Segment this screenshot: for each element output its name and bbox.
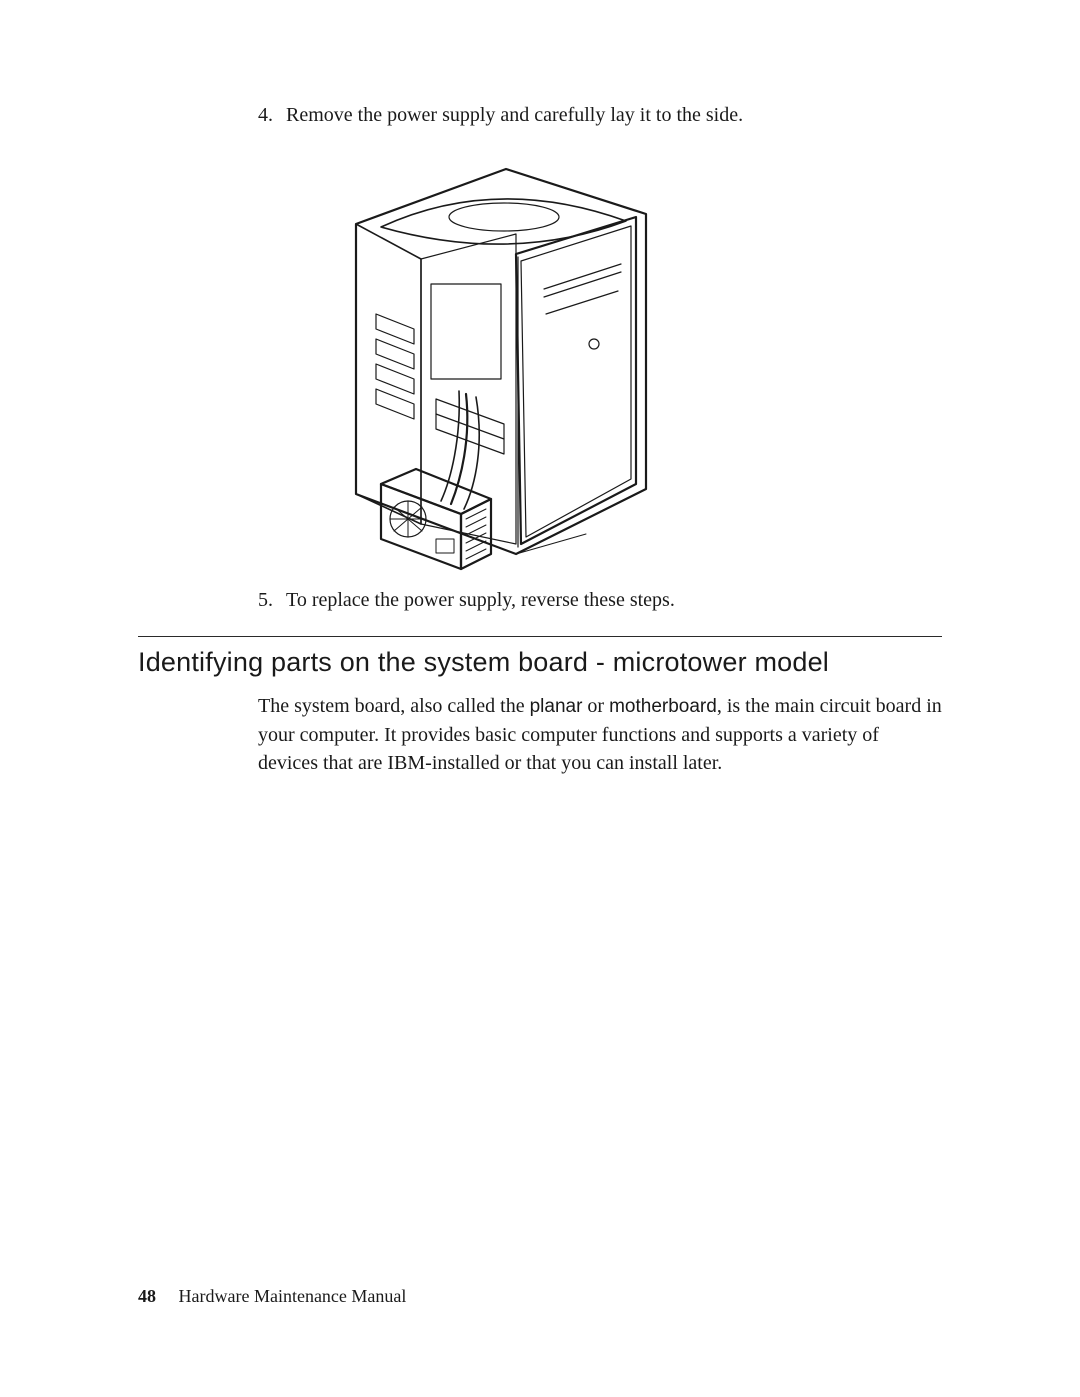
step-4-text: Remove the power supply and carefully la… [286,104,743,126]
para-pre: The system board, also called the [258,695,530,717]
book-title: Hardware Maintenance Manual [179,1286,407,1306]
section-divider [138,636,942,637]
step-5-text: To replace the power supply, reverse the… [286,589,675,611]
step-4-number: 4. [258,102,273,129]
para-mid1: or [582,695,609,717]
section-body-column: The system board, also called the planar… [258,692,942,778]
step-5-number: 5. [258,587,273,614]
microtower-illustration-icon [286,139,726,579]
step-4: 4. Remove the power supply and carefully… [258,102,942,579]
page-number: 48 [138,1286,156,1306]
term-motherboard: motherboard [609,696,717,717]
section-body: The system board, also called the planar… [258,692,942,778]
page-footer: 48 Hardware Maintenance Manual [138,1286,406,1307]
figure-microtower [286,139,942,579]
content-column: 4. Remove the power supply and carefully… [258,102,942,614]
term-planar: planar [530,696,583,717]
ordered-steps: 4. Remove the power supply and carefully… [258,102,942,614]
step-5: 5. To replace the power supply, reverse … [258,587,942,614]
page: 4. Remove the power supply and carefully… [0,0,1080,1397]
section-heading: Identifying parts on the system board - … [138,647,942,678]
